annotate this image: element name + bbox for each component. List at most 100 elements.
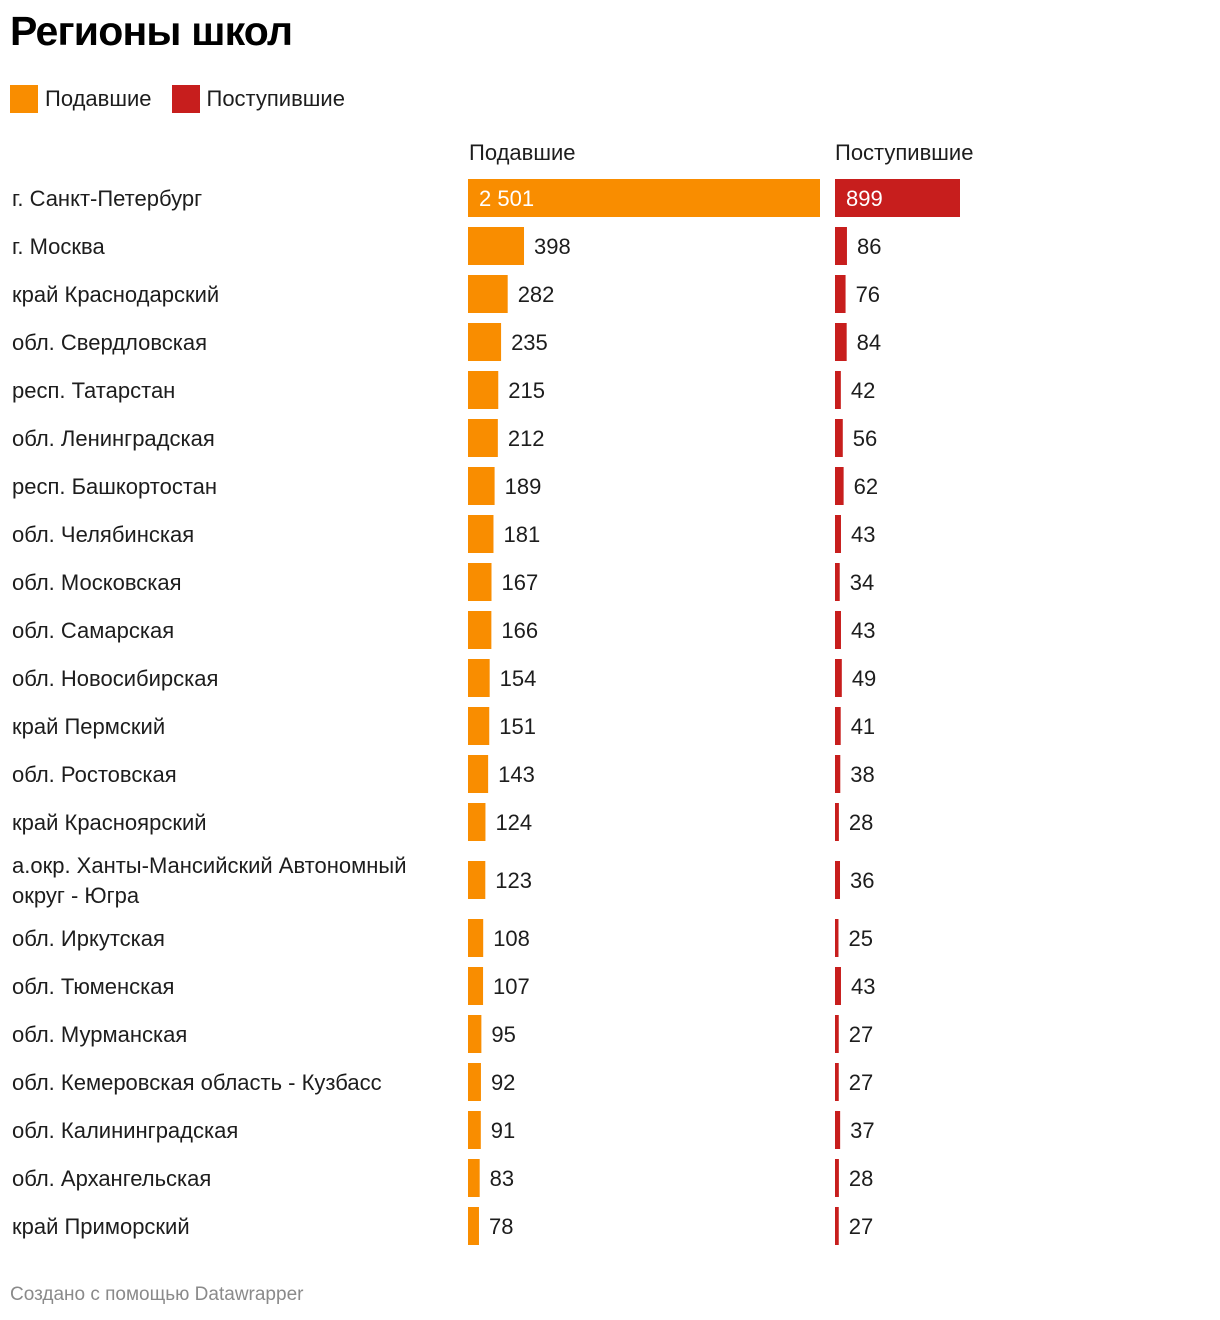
- value-label-submitted: 167: [502, 570, 539, 595]
- bar-admitted: [835, 563, 840, 601]
- value-label-admitted: 62: [854, 474, 878, 499]
- category-label: а.окр. Ханты-Мансийский Автономный округ …: [12, 853, 407, 908]
- category-label: обл. Ленинградская: [12, 426, 215, 451]
- legend-swatch-submitted: [10, 85, 38, 113]
- bar-admitted: [835, 179, 960, 217]
- value-label-submitted: 151: [499, 714, 536, 739]
- value-label-admitted: 27: [849, 1214, 873, 1239]
- bar-submitted: [468, 1063, 481, 1101]
- category-label: обл. Иркутская: [12, 926, 165, 951]
- bar-submitted: [468, 467, 495, 505]
- category-label: обл. Мурманская: [12, 1022, 187, 1047]
- value-label-admitted: 84: [857, 330, 881, 355]
- legend-item-submitted: Подавшие: [10, 85, 152, 113]
- value-label-admitted: 899: [846, 186, 883, 211]
- bar-admitted: [835, 419, 843, 457]
- value-label-admitted: 25: [848, 926, 872, 951]
- value-label-admitted: 28: [849, 810, 873, 835]
- value-label-admitted: 37: [850, 1118, 874, 1143]
- chart-title: Регионы школ: [10, 8, 293, 54]
- value-label-admitted: 56: [853, 426, 877, 451]
- bar-admitted: [835, 967, 841, 1005]
- bar-admitted: [835, 227, 847, 265]
- value-label-submitted: 83: [490, 1166, 514, 1191]
- category-label: обл. Свердловская: [12, 330, 207, 355]
- category-label: обл. Ростовская: [12, 762, 177, 787]
- category-label: обл. Тюменская: [12, 974, 174, 999]
- value-label-submitted: 235: [511, 330, 548, 355]
- value-label-submitted: 2 501: [479, 186, 534, 211]
- value-label-submitted: 95: [491, 1022, 515, 1047]
- bar-submitted: [468, 967, 484, 1005]
- value-label-submitted: 91: [491, 1118, 515, 1143]
- value-label-submitted: 282: [518, 282, 555, 307]
- value-label-submitted: 123: [495, 868, 532, 893]
- value-label-admitted: 49: [852, 666, 876, 691]
- value-label-admitted: 36: [850, 868, 874, 893]
- legend-label-admitted: Поступившие: [206, 86, 345, 111]
- bar-admitted: [835, 515, 841, 553]
- category-label: край Красноярский: [12, 810, 207, 835]
- value-label-admitted: 42: [851, 378, 875, 403]
- category-label: край Приморский: [12, 1214, 190, 1239]
- bar-admitted: [835, 803, 839, 841]
- bar-chart: г. Санкт-Петербург 2 501 899 г. Москва 398 86…: [12, 179, 960, 1245]
- category-label: обл. Челябинская: [12, 522, 194, 547]
- bar-admitted: [835, 1015, 839, 1053]
- value-label-submitted: 212: [508, 426, 545, 451]
- category-label: обл. Архангельская: [12, 1166, 211, 1191]
- value-label-admitted: 27: [849, 1070, 873, 1095]
- bar-admitted: [835, 467, 844, 505]
- bar-submitted: [468, 227, 525, 265]
- value-label-admitted: 76: [856, 282, 880, 307]
- bar-submitted: [468, 1111, 481, 1149]
- bar-submitted: [468, 611, 492, 649]
- bar-submitted: [468, 861, 486, 899]
- category-label: обл. Калининградская: [12, 1118, 238, 1143]
- bar-submitted: [468, 755, 489, 793]
- bar-submitted: [468, 515, 494, 553]
- bar-submitted: [468, 1015, 482, 1053]
- bar-admitted: [835, 371, 841, 409]
- legend-swatch-admitted: [171, 85, 200, 113]
- category-label: обл. Кемеровская область - Кузбасс: [12, 1070, 382, 1095]
- bar-submitted: [468, 803, 486, 841]
- bar-submitted: [468, 563, 492, 601]
- value-label-submitted: 124: [495, 810, 532, 835]
- category-label: обл. Московская: [12, 570, 182, 595]
- category-label: респ. Башкортостан: [12, 474, 217, 499]
- legend-label-submitted: Подавшие: [45, 86, 152, 111]
- bar-submitted: [468, 1159, 480, 1197]
- bar-admitted: [835, 323, 847, 361]
- value-label-submitted: 92: [491, 1070, 515, 1095]
- bar-submitted: [468, 179, 820, 217]
- value-label-submitted: 107: [493, 974, 530, 999]
- bar-admitted: [835, 861, 841, 899]
- bar-submitted: [468, 371, 499, 409]
- bar-admitted: [835, 707, 841, 745]
- bar-admitted: [835, 1063, 839, 1101]
- value-label-submitted: 166: [501, 618, 538, 643]
- value-label-admitted: 27: [849, 1022, 873, 1047]
- bar-submitted: [468, 1207, 479, 1245]
- value-label-admitted: 41: [851, 714, 875, 739]
- category-label: край Пермский: [12, 714, 165, 739]
- value-label-submitted: 143: [498, 762, 535, 787]
- value-label-submitted: 215: [508, 378, 545, 403]
- bar-admitted: [835, 919, 839, 957]
- category-label: обл. Новосибирская: [12, 666, 218, 691]
- value-label-admitted: 86: [857, 234, 881, 259]
- value-label-submitted: 108: [493, 926, 530, 951]
- bar-admitted: [835, 1207, 839, 1245]
- bar-admitted: [835, 1111, 841, 1149]
- value-label-submitted: 398: [534, 234, 571, 259]
- category-label: г. Санкт-Петербург: [12, 186, 202, 211]
- column-header-submitted: Подавшие: [469, 140, 576, 165]
- category-label: респ. Татарстан: [12, 378, 175, 403]
- bar-submitted: [468, 275, 508, 313]
- bar-admitted: [835, 755, 841, 793]
- category-label: г. Москва: [12, 234, 105, 259]
- category-label: обл. Самарская: [12, 618, 174, 643]
- value-label-submitted: 189: [505, 474, 542, 499]
- legend-item-admitted: Поступившие: [171, 85, 345, 113]
